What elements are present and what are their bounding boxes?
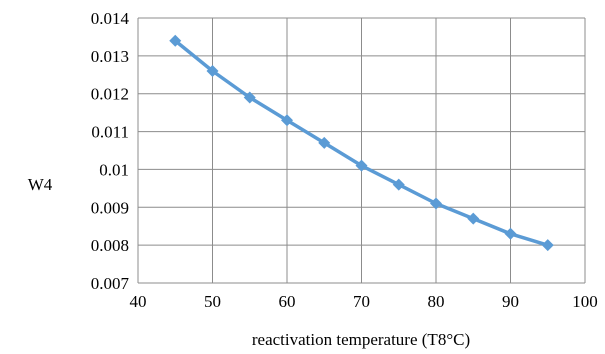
data-point-marker <box>355 159 368 172</box>
data-point-marker <box>281 114 293 127</box>
axes <box>137 18 585 284</box>
y-tick-label: 0.007 <box>91 274 130 293</box>
data-point-marker <box>206 65 219 77</box>
y-axis-title: W4 <box>28 175 53 194</box>
y-tick-label: 0.009 <box>91 198 129 217</box>
data-point-marker <box>169 34 182 47</box>
y-tick-label: 0.01 <box>99 160 129 179</box>
x-tick-label: 50 <box>204 292 221 311</box>
grid <box>137 17 586 284</box>
x-tick-label: 40 <box>130 292 147 311</box>
x-tick-label: 90 <box>502 292 519 311</box>
x-axis-ticks: 40 50 60 70 80 90 100 <box>130 292 598 311</box>
data-point-marker <box>318 136 331 149</box>
data-point-marker <box>392 178 405 191</box>
x-tick-label: 100 <box>572 292 598 311</box>
x-tick-label: 80 <box>428 292 445 311</box>
data-point-marker <box>504 227 517 240</box>
data-point-marker <box>541 239 554 252</box>
y-tick-label: 0.011 <box>91 123 129 142</box>
y-tick-label: 0.008 <box>91 236 129 255</box>
series-layer <box>169 34 554 252</box>
y-axis-ticks: 0.007 0.008 0.009 0.01 0.011 0.012 0.013 0.014 <box>91 9 130 293</box>
x-tick-label: 60 <box>279 292 296 311</box>
data-point-marker <box>430 197 442 210</box>
y-tick-label: 0.013 <box>91 47 129 66</box>
x-tick-label: 70 <box>353 292 370 311</box>
y-tick-label: 0.012 <box>91 85 129 104</box>
x-axis-title: reactivation temperature (T8°C) <box>252 330 470 349</box>
y-tick-label: 0.014 <box>91 9 130 28</box>
data-point-marker <box>243 91 256 104</box>
data-point-marker <box>467 212 480 225</box>
